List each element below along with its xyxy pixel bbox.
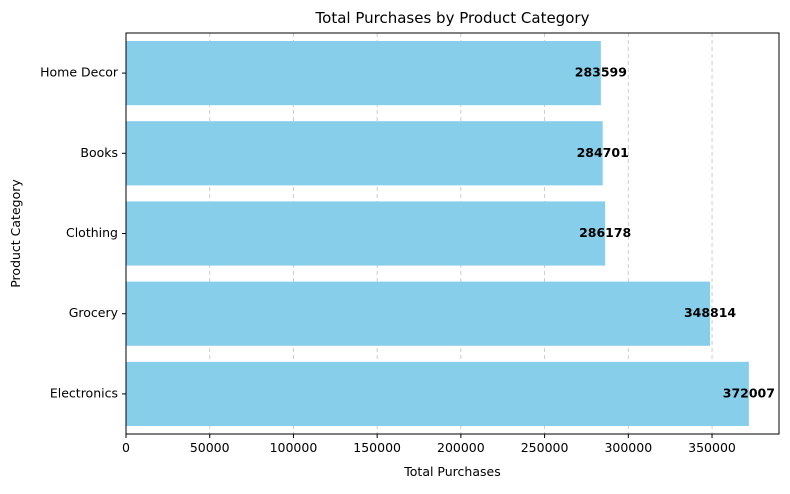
data-label-grocery: 348814 [684,305,736,320]
y-tick-label-books: Books [80,145,118,160]
bar-home-decor [126,41,601,105]
bar-grocery [126,282,710,346]
y-tick-label-electronics: Electronics [50,385,118,400]
x-tick-label-1: 50000 [190,440,230,455]
bar-electronics [126,362,749,426]
y-tick-label-home-decor: Home Decor [40,65,119,80]
x-axis-label: Total Purchases [403,464,500,479]
bar-clothing [126,201,605,265]
data-label-books: 284701 [577,145,629,160]
x-tick-label-5: 250000 [521,440,569,455]
data-label-electronics: 372007 [723,385,775,400]
x-tick-label-0: 0 [122,440,130,455]
y-axis-label: Product Category [8,179,23,288]
x-tick-label-4: 200000 [437,440,485,455]
chart-title: Total Purchases by Product Category [315,9,590,27]
data-label-home-decor: 283599 [575,65,627,80]
bar-books [126,121,603,185]
y-tick-label-grocery: Grocery [69,305,119,320]
x-tick-label-2: 100000 [270,440,318,455]
y-tick-label-clothing: Clothing [66,225,118,240]
x-tick-label-6: 300000 [604,440,652,455]
x-tick-label-7: 350000 [688,440,736,455]
data-label-clothing: 286178 [579,225,631,240]
x-tick-label-3: 150000 [353,440,401,455]
